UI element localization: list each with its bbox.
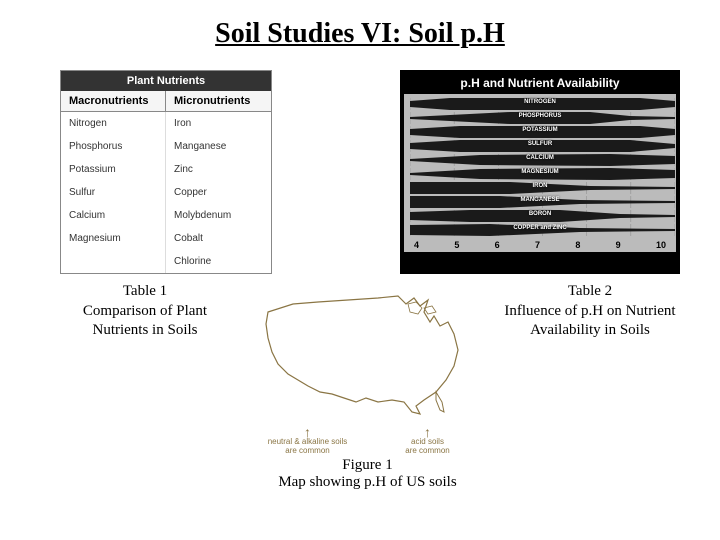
caption-text: Comparison of Plant <box>83 303 207 319</box>
nutrient-band: NITROGEN <box>410 98 670 111</box>
nutrient-band: MANGANESE <box>410 196 670 209</box>
table-cell: Manganese <box>166 135 271 158</box>
table-cell: Potassium <box>61 158 166 181</box>
ph-axis: 4 5 6 7 8 9 10 <box>410 238 670 250</box>
top-row: Plant Nutrients MacronutrientsNitrogenPh… <box>0 50 720 274</box>
us-map <box>248 282 488 422</box>
caption-text: Nutrients in Soils <box>92 322 197 338</box>
label-text: neutral & alkaline soils <box>263 437 353 446</box>
table-cell: Sulfur <box>61 181 166 204</box>
mid-row: Table 1 Comparison of Plant Nutrients in… <box>0 274 720 491</box>
figure1-caption: Figure 1 Map showing p.H of US soils <box>238 455 498 491</box>
table-cell: Molybdenum <box>166 204 271 227</box>
table-cell: Nitrogen <box>61 112 166 135</box>
axis-tick: 9 <box>616 240 621 250</box>
map-left-label: ↑ neutral & alkaline soils are common <box>263 427 353 455</box>
axis-tick: 4 <box>414 240 419 250</box>
axis-tick: 7 <box>535 240 540 250</box>
availability-chart: p.H and Nutrient Availability NITROGEN PH… <box>400 70 680 274</box>
band-label: SULFUR <box>410 140 670 148</box>
table-cell: Phosphorus <box>61 135 166 158</box>
map-arrows: ↑ neutral & alkaline soils are common ↑ … <box>238 427 498 455</box>
axis-tick: 8 <box>575 240 580 250</box>
table-column: MicronutrientsIronManganeseZincCopperMol… <box>166 91 271 273</box>
nutrients-table: Plant Nutrients MacronutrientsNitrogenPh… <box>60 70 272 274</box>
arrow-up-icon: ↑ <box>383 427 473 437</box>
nutrient-band: IRON <box>410 182 670 195</box>
caption-text: Table 1 <box>123 283 167 299</box>
table-cell: Cobalt <box>166 227 271 250</box>
axis-tick: 6 <box>495 240 500 250</box>
nutrients-table-header: Plant Nutrients <box>61 71 271 91</box>
nutrient-band: MAGNESIUM <box>410 168 670 181</box>
caption-text: Table 2 <box>568 283 612 299</box>
axis-tick: 5 <box>454 240 459 250</box>
table-cell <box>61 250 166 273</box>
column-header: Macronutrients <box>61 91 166 112</box>
column-header: Micronutrients <box>166 91 271 112</box>
map-area: ↑ neutral & alkaline soils are common ↑ … <box>238 282 498 491</box>
axis-tick: 10 <box>656 240 666 250</box>
label-text: are common <box>383 446 473 455</box>
band-label: PHOSPHORUS <box>410 112 670 120</box>
caption-text: Availability in Soils <box>530 322 650 338</box>
label-text: acid soils <box>383 437 473 446</box>
table-column: MacronutrientsNitrogenPhosphorusPotassiu… <box>61 91 166 273</box>
table1-caption: Table 1 Comparison of Plant Nutrients in… <box>55 282 235 491</box>
band-label: POTASSIUM <box>410 126 670 134</box>
band-label: CALCIUM <box>410 154 670 162</box>
band-label: MANGANESE <box>410 196 670 204</box>
caption-text: Figure 1 <box>342 457 392 473</box>
availability-chart-title: p.H and Nutrient Availability <box>404 74 676 94</box>
table-cell: Copper <box>166 181 271 204</box>
table-cell: Magnesium <box>61 227 166 250</box>
band-label: COPPER and ZINC <box>410 224 670 232</box>
table-cell: Calcium <box>61 204 166 227</box>
nutrient-band: BORON <box>410 210 670 223</box>
table2-caption: Table 2 Influence of p.H on Nutrient Ava… <box>500 282 680 491</box>
nutrient-band: PHOSPHORUS <box>410 112 670 125</box>
caption-text: Influence of p.H on Nutrient <box>504 303 675 319</box>
table-cell: Iron <box>166 112 271 135</box>
nutrient-band: CALCIUM <box>410 154 670 167</box>
label-text: are common <box>263 446 353 455</box>
band-label: IRON <box>410 182 670 190</box>
nutrient-band: POTASSIUM <box>410 126 670 139</box>
band-label: MAGNESIUM <box>410 168 670 176</box>
nutrient-band: COPPER and ZINC <box>410 224 670 237</box>
table-cell: Zinc <box>166 158 271 181</box>
nutrient-band: SULFUR <box>410 140 670 153</box>
map-right-label: ↑ acid soils are common <box>383 427 473 455</box>
arrow-up-icon: ↑ <box>263 427 353 437</box>
band-label: BORON <box>410 210 670 218</box>
table-cell: Chlorine <box>166 250 271 273</box>
band-label: NITROGEN <box>410 98 670 106</box>
caption-text: Map showing p.H of US soils <box>278 474 456 490</box>
page-title: Soil Studies VI: Soil p.H <box>0 0 720 50</box>
